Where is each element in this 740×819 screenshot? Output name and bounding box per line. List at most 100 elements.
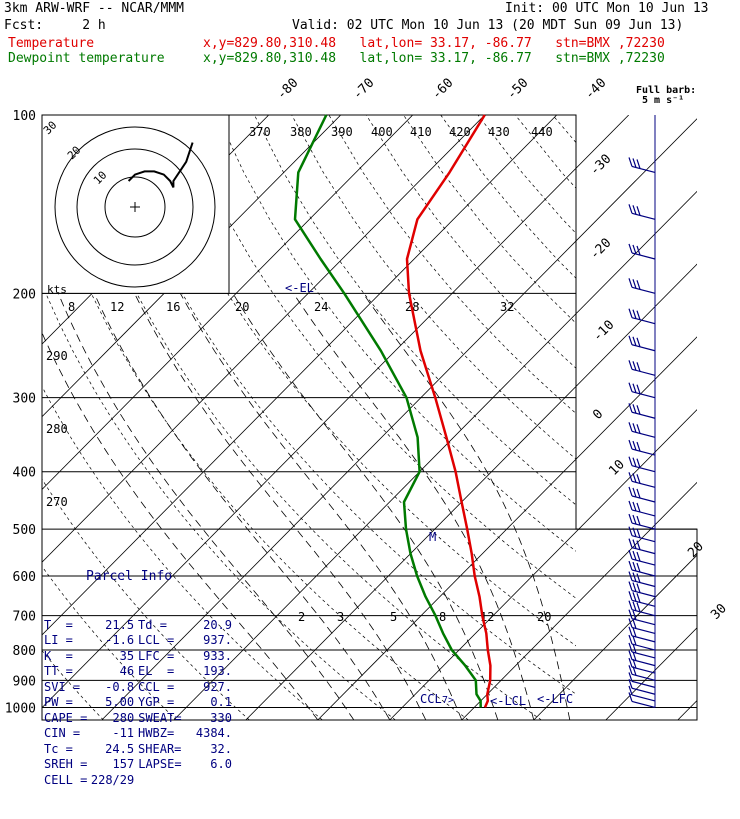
parcel-info-cell: SVI = xyxy=(44,680,87,696)
parcel-info-cell: 21.5 xyxy=(87,618,134,634)
isotherm-label: -30 xyxy=(587,152,614,179)
wind-barb xyxy=(629,278,655,293)
isotherm-label: -60 xyxy=(429,76,456,103)
wind-barb xyxy=(629,487,655,502)
parcel-info-cell: 228/29 xyxy=(87,773,134,789)
parcel-info-cell: 937. xyxy=(187,633,232,649)
theta-label: 280 xyxy=(46,422,68,436)
parcel-info-cell: 193. xyxy=(187,664,232,680)
wind-barb xyxy=(629,635,655,650)
parcel-info-cell: 157 xyxy=(87,757,134,773)
parcel-info-cell: 20.9 xyxy=(187,618,232,634)
parcel-info-cell: -11 xyxy=(87,726,134,742)
parcel-info-cell: K = xyxy=(44,649,87,665)
theta-label: 270 xyxy=(46,495,68,509)
mixing-ratio-label: 8 xyxy=(439,610,446,624)
parcel-info-cell: Tc = xyxy=(44,742,87,758)
hodograph-axis-label: 12 xyxy=(110,300,124,314)
parcel-info-cell: -1.6 xyxy=(87,633,134,649)
mixing-ratio-label: 3 xyxy=(337,610,344,624)
pressure-label-200: 200 xyxy=(13,287,36,302)
wind-barb xyxy=(629,403,655,418)
isotherm-label: 10 xyxy=(606,457,628,479)
theta-label: 370 xyxy=(249,125,271,139)
barb-legend-unit: 5 m s⁻¹ xyxy=(642,96,684,106)
wind-barb xyxy=(629,582,655,597)
lfc-marker: <-LFC xyxy=(537,692,573,706)
parcel-info-cell: YGP = xyxy=(134,695,187,711)
isotherm-line xyxy=(678,115,740,720)
dry-adiabat xyxy=(254,115,740,720)
theta-label: 430 xyxy=(488,125,510,139)
isotherm-label: -40 xyxy=(582,76,609,103)
el-marker: <-EL xyxy=(285,281,314,295)
dry-adiabat xyxy=(627,115,740,720)
parcel-info-cell: CAPE = xyxy=(44,711,87,727)
isotherm-line xyxy=(246,115,740,720)
dry-adiabat xyxy=(292,115,740,720)
wind-barb xyxy=(629,422,655,437)
parcel-info-cell: -0.8 xyxy=(87,680,134,696)
parcel-info-cell: LFC = xyxy=(134,649,187,665)
parcel-info-cell: CELL = xyxy=(44,773,87,789)
isotherm-line xyxy=(318,115,740,720)
parcel-info-cell: 32. xyxy=(187,742,232,758)
wind-barb xyxy=(629,360,655,375)
mixing-ratio-label: 20 xyxy=(537,610,551,624)
parcel-info-cell: Td = xyxy=(134,618,187,634)
isotherm-label: -10 xyxy=(590,318,617,345)
temperature-profile xyxy=(407,115,490,707)
wind-barb xyxy=(629,472,655,487)
pressure-label-1000: 1000 xyxy=(5,701,36,716)
isotherm-label: -70 xyxy=(350,76,377,103)
parcel-info-cell: SWEAT= xyxy=(134,711,187,727)
parcel-info-cell: LI = xyxy=(44,633,87,649)
wind-barb xyxy=(629,457,655,472)
wind-barb xyxy=(629,383,655,398)
parcel-info-cell: 0.1 xyxy=(187,695,232,711)
wind-barb xyxy=(629,627,655,642)
lcl-marker: <-LCL xyxy=(490,694,526,708)
hodograph-axis-label: 8 xyxy=(68,300,75,314)
dry-adiabat xyxy=(0,115,30,720)
wind-barb xyxy=(629,658,655,673)
theta-label: 440 xyxy=(531,125,553,139)
hodograph-axis-label: 20 xyxy=(235,300,249,314)
ccl-marker: CCL xyxy=(420,692,442,706)
isotherm-label: -50 xyxy=(504,76,531,103)
mixing-ratio-label: 5 xyxy=(390,610,397,624)
wind-barb xyxy=(629,514,655,529)
dry-adiabat xyxy=(478,115,740,720)
theta-label: 290 xyxy=(46,349,68,363)
wind-barb xyxy=(629,572,655,587)
dry-adiabat xyxy=(329,115,740,720)
dry-adiabat xyxy=(553,115,740,720)
skewt-figure: 3km ARW-WRF -- NCAR/MMM Init: 00 UTC Mon… xyxy=(0,0,740,740)
pressure-label-400: 400 xyxy=(13,466,36,481)
parcel-info-cell: CIN = xyxy=(44,726,87,742)
parcel-info-cell: LAPSE= xyxy=(134,757,187,773)
parcel-info-cell: HWBZ= xyxy=(134,726,187,742)
wind-barb xyxy=(629,440,655,455)
moist-adiabat xyxy=(293,293,533,720)
wind-barb xyxy=(629,651,655,666)
dewpoint-profile xyxy=(295,115,481,707)
theta-label: 400 xyxy=(371,125,393,139)
hodograph-axis-label: 16 xyxy=(166,300,180,314)
parcel-info-cell xyxy=(187,773,232,789)
m-marker: M xyxy=(429,530,436,544)
isotherm-label: 0 xyxy=(590,407,606,423)
hodograph-axis-label: 32 xyxy=(500,300,514,314)
parcel-info-cell: 5.00 xyxy=(87,695,134,711)
parcel-info-cell: 280 xyxy=(87,711,134,727)
theta-label: 420 xyxy=(449,125,471,139)
isotherm-label: 30 xyxy=(708,601,730,623)
